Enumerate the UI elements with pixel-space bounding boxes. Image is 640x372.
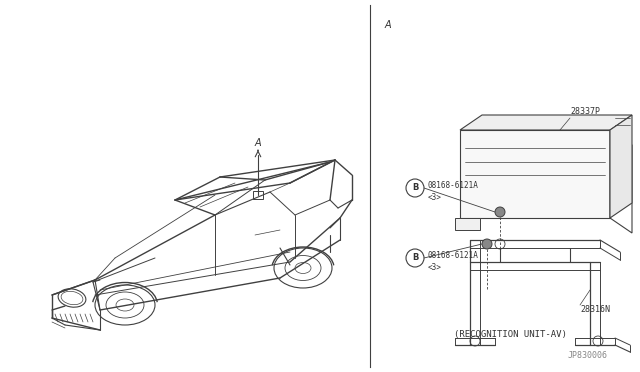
Circle shape	[406, 249, 424, 267]
Text: <3>: <3>	[428, 192, 442, 202]
Circle shape	[406, 179, 424, 197]
Text: A: A	[255, 138, 261, 148]
Circle shape	[495, 207, 505, 217]
Text: 08168-6121A: 08168-6121A	[428, 182, 479, 190]
Circle shape	[482, 239, 492, 249]
Circle shape	[470, 336, 480, 346]
Text: B: B	[412, 253, 418, 263]
Text: 08168-6121A: 08168-6121A	[428, 251, 479, 260]
Polygon shape	[455, 218, 480, 230]
Text: <3>: <3>	[428, 263, 442, 272]
Text: 28337P: 28337P	[570, 108, 600, 116]
Circle shape	[495, 239, 505, 249]
Text: 28316N: 28316N	[580, 305, 610, 314]
Polygon shape	[460, 115, 632, 130]
Polygon shape	[460, 130, 610, 218]
Text: A: A	[385, 20, 392, 30]
Text: B: B	[412, 183, 418, 192]
Circle shape	[593, 336, 603, 346]
Text: (RECOGNITION UNIT-AV): (RECOGNITION UNIT-AV)	[454, 330, 566, 340]
Circle shape	[477, 150, 487, 160]
Polygon shape	[610, 115, 632, 218]
Text: JP830006: JP830006	[568, 350, 608, 359]
Bar	[253, 191, 263, 199]
